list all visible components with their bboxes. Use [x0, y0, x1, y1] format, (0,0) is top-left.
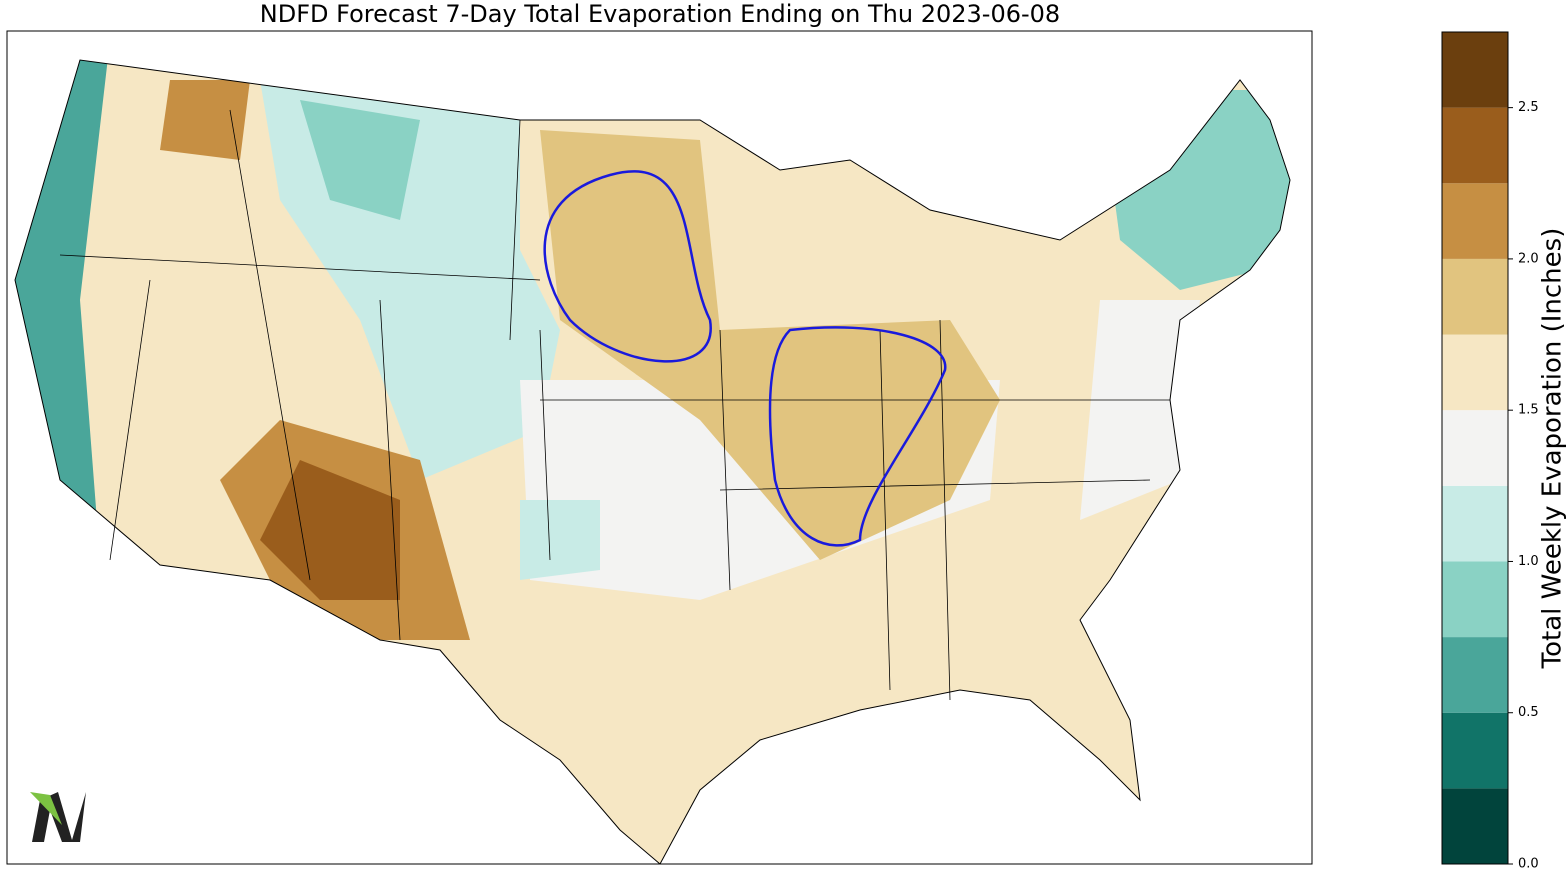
colorbar-label: Total Weekly Evaporation (Inches) [1538, 228, 1568, 670]
map [14, 59, 1291, 864]
colorbar-band [1442, 32, 1508, 108]
colorbar-band [1442, 183, 1508, 259]
colorbar-band [1442, 788, 1508, 864]
tick-label: 0.0 [1518, 857, 1539, 870]
state-borders [59, 109, 1170, 701]
colorbar-band [1442, 561, 1508, 638]
tick-label: 1.5 [1518, 403, 1539, 418]
highlight-contour [543, 170, 712, 363]
tick-label: 2.0 [1518, 251, 1539, 266]
colorbar-band [1442, 334, 1508, 411]
colorbar-band [1442, 107, 1508, 184]
colorbar-band [1442, 410, 1508, 486]
colorbar-band [1442, 712, 1508, 789]
colorbar: 0.0 0.5 1.0 1.5 2.0 2.5 [1441, 31, 1539, 870]
map-frame [6, 30, 1313, 865]
highlight-contour [768, 326, 947, 547]
tick-label: 0.5 [1518, 705, 1539, 720]
colorbar-band [1442, 485, 1508, 562]
country-border [14, 59, 1291, 864]
map-title: NDFD Forecast 7-Day Total Evaporation En… [260, 0, 1060, 28]
colorbar-frame [1441, 31, 1509, 865]
tick-label: 2.5 [1518, 100, 1539, 115]
colorbar-band [1442, 637, 1508, 713]
tick-label: 1.0 [1518, 554, 1539, 569]
logo-accent [30, 792, 62, 825]
colorbar-band [1442, 258, 1508, 335]
